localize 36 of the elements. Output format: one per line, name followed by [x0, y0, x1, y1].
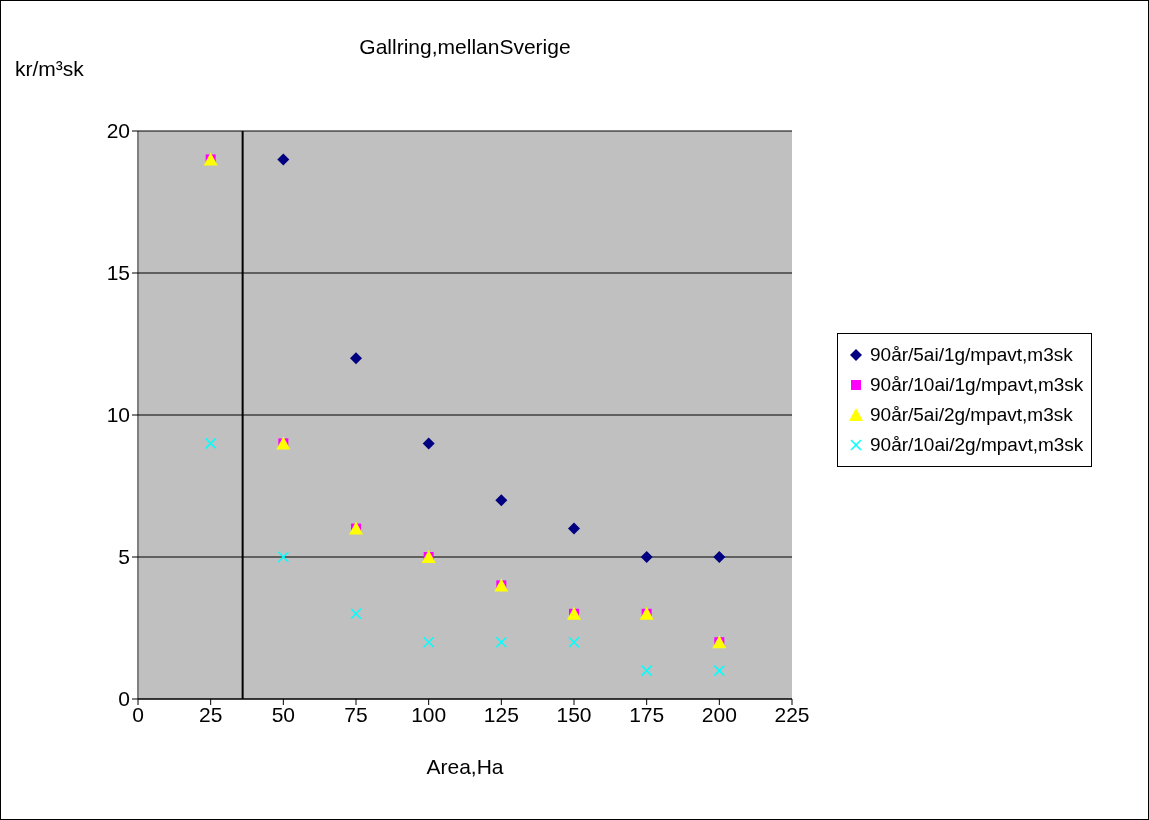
y-tick-label: 20 — [106, 119, 130, 143]
legend-label: 90år/10ai/1g/mpavt,m3sk — [870, 374, 1084, 396]
x-tick-label: 100 — [411, 702, 447, 726]
point — [713, 664, 726, 677]
y-tick-label: 5 — [118, 545, 130, 569]
x-axis-title: Area,Ha — [426, 754, 504, 778]
point — [422, 437, 435, 450]
legend-label: 90år/5ai/2g/mpavt,m3sk — [870, 404, 1073, 426]
point — [495, 636, 508, 648]
point — [204, 437, 217, 450]
x-tick-label: 175 — [629, 702, 665, 726]
x-tick-label: 75 — [344, 702, 368, 726]
point — [277, 153, 290, 166]
x-tick-label: 150 — [556, 702, 592, 726]
y-tick-label: 10 — [106, 403, 130, 427]
point — [422, 636, 435, 648]
legend-label: 90år/10ai/2g/mpavt,m3sk — [870, 434, 1084, 456]
y-tick-label: 15 — [106, 261, 130, 285]
point — [350, 608, 362, 620]
y-tick-label: 0 — [118, 687, 130, 711]
point — [350, 352, 362, 365]
point — [568, 522, 580, 535]
point — [277, 551, 290, 563]
x-tick-label: 50 — [271, 702, 296, 726]
point — [495, 494, 508, 507]
x-tick-label: 225 — [774, 702, 810, 726]
point — [640, 664, 653, 677]
x-tick-label: 25 — [198, 702, 223, 726]
x-tick-label: 125 — [483, 702, 519, 726]
legend-label: 90år/5ai/1g/mpavt,m3sk — [870, 344, 1073, 366]
chart-title: Gallring,mellanSverige — [358, 35, 572, 59]
point — [568, 636, 580, 648]
y-axis-title: kr/m³sk — [15, 57, 84, 81]
point — [713, 551, 726, 563]
point — [640, 551, 653, 563]
x-tick-label: 200 — [701, 702, 737, 726]
